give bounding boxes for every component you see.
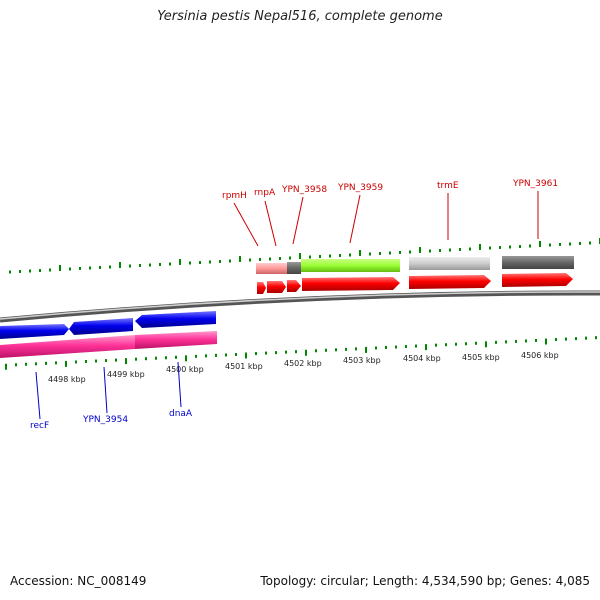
scale-label: 4499 kbp — [107, 370, 145, 379]
reverse-cds-track — [0, 311, 216, 339]
gene-label-reverse[interactable]: dnaA — [169, 409, 193, 419]
scale-label: 4501 kbp — [225, 362, 263, 371]
feature-block-rpmh[interactable] — [256, 263, 268, 274]
scale-label: 4498 kbp — [48, 375, 86, 384]
gene-leader-line — [103, 366, 108, 414]
feature-block-rnpa[interactable] — [268, 263, 287, 274]
gene-leader-line — [233, 202, 259, 247]
forward-cds-track — [257, 273, 573, 294]
gene-label-forward[interactable]: YPN_3961 — [512, 179, 558, 189]
inner-tick-ring — [5, 336, 597, 370]
gene-leader-line — [264, 200, 277, 247]
cds-arrow-ypn3954[interactable] — [69, 318, 133, 335]
gene-label-forward[interactable]: rnpA — [254, 188, 276, 198]
gene-label-reverse[interactable]: recF — [30, 421, 49, 431]
cds-arrow-ypn3958[interactable] — [287, 280, 301, 292]
scale-label: 4506 kbp — [521, 351, 559, 360]
gene-label-forward[interactable]: YPN_3959 — [337, 183, 383, 193]
gene-leader-line — [177, 361, 182, 408]
reverse-feature-track — [0, 331, 217, 358]
gene-label-reverse[interactable]: YPN_3954 — [82, 415, 128, 425]
forward-gene-labels: rpmH rnpA YPN_3958 YPN_3959 trmE YPN_3961 — [222, 179, 558, 247]
forward-feature-track — [256, 256, 574, 274]
cds-arrow-dnaa[interactable] — [135, 311, 216, 328]
scale-label: 4503 kbp — [343, 356, 381, 365]
gene-label-forward[interactable]: rpmH — [222, 191, 247, 201]
scale-label: 4502 kbp — [284, 359, 322, 368]
gene-leader-line — [292, 196, 304, 245]
cds-arrow-ypn3961[interactable] — [502, 273, 573, 287]
cds-arrow-trme[interactable] — [409, 275, 491, 289]
gene-leader-line — [35, 371, 41, 420]
feature-block-ypn3954-rev[interactable] — [0, 335, 135, 358]
gene-label-forward[interactable]: YPN_3958 — [281, 185, 327, 195]
feature-block-dnaa-rev[interactable] — [135, 331, 217, 349]
map-title: Yersinia pestis Nepal516, complete genom… — [157, 9, 443, 24]
genome-backbone — [0, 290, 600, 323]
scale-label: 4500 kbp — [166, 365, 204, 374]
gene-leader-line — [349, 194, 361, 244]
outer-tick-ring — [9, 238, 600, 274]
genome-summary-text: Topology: circular; Length: 4,534,590 bp… — [260, 574, 590, 588]
reverse-gene-labels: recF YPN_3954 dnaA — [30, 361, 193, 431]
feature-block-ypn3959[interactable] — [301, 259, 400, 272]
scale-labels: 4498 kbp 4499 kbp 4500 kbp 4501 kbp 4502 kbp… — [48, 351, 559, 384]
gene-label-forward[interactable]: trmE — [437, 181, 459, 191]
accession-text: Accession: NC_008149 — [10, 574, 147, 588]
scale-label: 4505 kbp — [462, 353, 500, 362]
feature-block-ypn3961[interactable] — [502, 256, 574, 269]
cds-arrow-ypn3959[interactable] — [302, 277, 400, 291]
cds-arrow-recf[interactable] — [0, 324, 69, 339]
feature-block-ypn3958[interactable] — [287, 262, 301, 274]
feature-block-trme[interactable] — [409, 257, 490, 270]
cds-arrow-rnpa[interactable] — [267, 281, 286, 293]
scale-label: 4504 kbp — [403, 354, 441, 363]
cds-arrow-rpmh[interactable] — [257, 282, 266, 294]
